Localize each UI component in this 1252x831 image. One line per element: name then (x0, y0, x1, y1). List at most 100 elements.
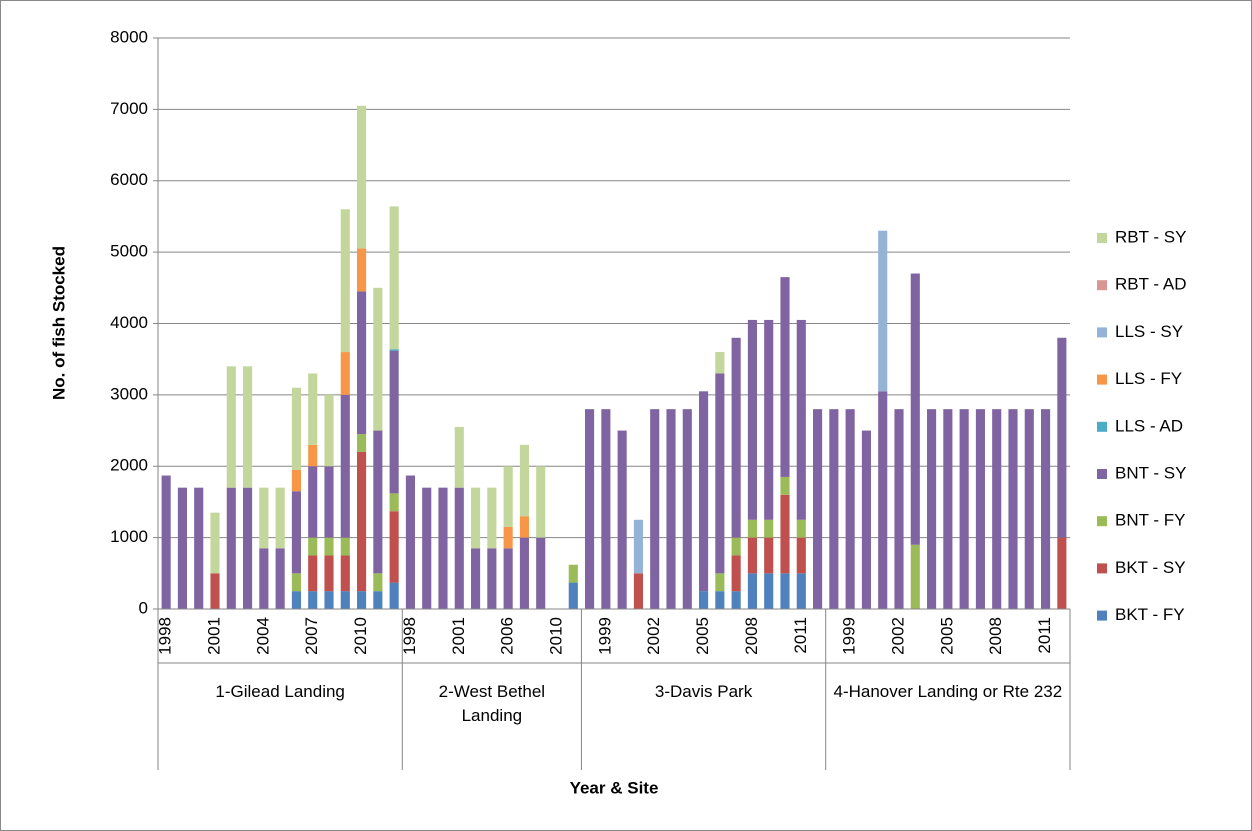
bar-segment (373, 430, 383, 574)
x-tick-label: 2011 (791, 617, 810, 654)
x-tick-label: 1999 (840, 617, 859, 655)
bar-segment (764, 537, 774, 574)
x-tick-label: 1998 (400, 617, 419, 655)
x-tick-label: 2001 (204, 617, 223, 655)
x-tick-label: 2011 (1035, 617, 1054, 654)
bar-segment (422, 487, 432, 609)
bar-segment (308, 591, 318, 609)
bar-segment (894, 409, 904, 609)
bar-segment (796, 573, 806, 609)
bar-segment (1041, 409, 1051, 609)
legend-swatch (1097, 233, 1107, 243)
bar-segment (324, 466, 334, 538)
legend-label: BNT - SY (1115, 463, 1186, 482)
bar-segment (389, 206, 399, 350)
bar-segment (210, 512, 220, 574)
legend-swatch (1097, 516, 1107, 527)
y-tick-label: 4000 (110, 313, 148, 332)
bar-segment (308, 537, 318, 556)
bar-segment (747, 537, 757, 574)
bar-segment (487, 548, 497, 609)
bar-segment (975, 409, 985, 609)
bar-segment (780, 573, 790, 609)
y-axis-title: No. of fish Stocked (49, 246, 68, 400)
bar-segment (959, 409, 969, 609)
x-tick-label: 2008 (986, 617, 1005, 655)
bar-segment (1008, 409, 1018, 609)
bar-segment (373, 591, 383, 609)
legend-swatch (1097, 280, 1107, 291)
bar-segment (340, 209, 350, 353)
bar-segment (324, 555, 334, 592)
bar-segment (910, 273, 920, 545)
bar-segment (389, 349, 399, 351)
bar-segment (715, 591, 725, 609)
bar-segment (519, 444, 529, 517)
bar-segment (764, 573, 774, 609)
bar-segment (845, 409, 855, 609)
x-axis-title: Year & Site (570, 778, 659, 797)
bar-segment (633, 573, 643, 609)
bar-segment (503, 548, 513, 609)
bar-segment (243, 487, 253, 609)
bar-segment (699, 591, 709, 609)
group-label: 2-West Bethel Landing (438, 682, 546, 725)
bar-segment (259, 548, 269, 609)
bar-segment (650, 409, 660, 609)
bar-segment (682, 409, 692, 609)
x-tick-label: 2010 (546, 617, 565, 655)
legend-label: LLS - AD (1115, 416, 1183, 435)
legend-swatch (1097, 374, 1107, 385)
bar-segment (161, 475, 171, 609)
bar-segment (373, 573, 383, 592)
y-tick-label: 0 (139, 598, 148, 617)
x-tick-label: 2005 (937, 617, 956, 655)
x-tick-label: 2006 (498, 617, 517, 655)
legend-label: BKT - SY (1115, 558, 1186, 577)
bar-segment (308, 373, 318, 445)
bar-segment (715, 573, 725, 592)
bar-segment (340, 394, 350, 538)
bar-segment (747, 519, 757, 538)
bar-segment (536, 537, 546, 609)
bar-segment (291, 573, 301, 592)
bar-segment (454, 426, 464, 488)
bar-segment (585, 409, 595, 609)
bar-segment (389, 582, 399, 609)
y-tick-label: 7000 (110, 99, 148, 118)
bar-segment (601, 409, 611, 609)
x-tick-label: 2008 (742, 617, 761, 655)
bar-segment (503, 466, 513, 527)
bar-segment (813, 409, 823, 609)
bar-segment (438, 487, 448, 609)
y-tick-label: 5000 (110, 242, 148, 261)
bar-segment (503, 526, 513, 549)
bar-segment (1024, 409, 1034, 609)
bar-segment (291, 491, 301, 574)
bar-segment (373, 287, 383, 431)
bar-segment (177, 487, 187, 609)
legend-swatch (1097, 563, 1107, 574)
bar-segment (1057, 537, 1067, 609)
x-tick-label: 2002 (644, 617, 663, 655)
bar-segment (194, 487, 204, 609)
bar-segment (471, 548, 481, 609)
legend-label: RBT - AD (1115, 275, 1186, 294)
bar-segment (747, 319, 757, 520)
bar-segment (878, 230, 888, 392)
bar-segment (210, 573, 220, 609)
bar-segment (699, 391, 709, 592)
bar-segment (324, 537, 334, 556)
bar-segment (764, 519, 774, 538)
bar-segment (796, 537, 806, 574)
bar-segment (291, 387, 301, 470)
bar-segment (796, 319, 806, 520)
bar-segment (291, 591, 301, 609)
bar-segment (666, 409, 676, 609)
bar-segment (731, 537, 741, 556)
y-tick-label: 1000 (110, 527, 148, 546)
bar-segment (780, 494, 790, 574)
bar-segment (340, 352, 350, 395)
